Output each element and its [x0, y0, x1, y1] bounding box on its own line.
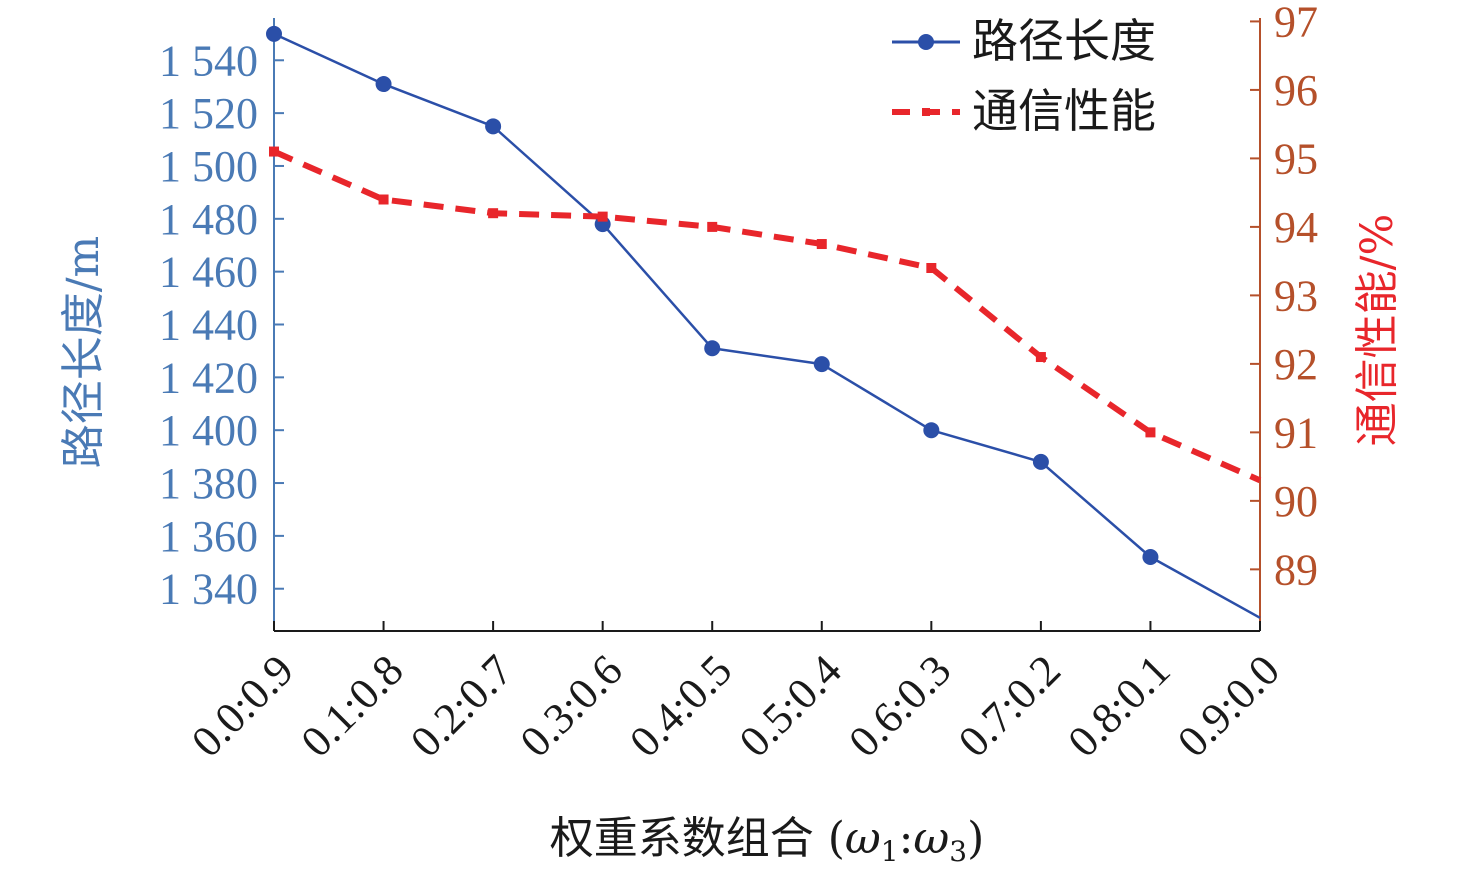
series-comm-performance-point: [597, 211, 608, 222]
y-right-tick-label: 93: [1274, 271, 1318, 320]
x-axis-title-omega1: ω: [845, 813, 881, 864]
series-comm-performance-point: [816, 239, 827, 250]
series-path-length-point: [1032, 453, 1049, 470]
x-axis-title-sub1: 1: [881, 835, 899, 868]
y-axis-left-title: 路径长度/m: [58, 236, 109, 469]
series-comm-performance-line: [272, 148, 1262, 484]
x-axis-title-main: 权重系数组合 (: [550, 813, 845, 864]
y-left-tick-label: 1 380: [159, 459, 258, 508]
series-path-length-point: [704, 340, 721, 357]
x-tick-label: 0.3:0.6: [511, 645, 632, 766]
series-path-length-point: [375, 76, 392, 93]
y-right-tick-label: 91: [1274, 408, 1318, 457]
series-comm-performance-point: [488, 208, 499, 219]
y-left-tick-label: 1 500: [159, 142, 258, 191]
series-path-length-line: [273, 32, 1261, 619]
x-tick-label: 0.6:0.3: [839, 645, 960, 766]
series-comm-performance-point: [378, 194, 389, 205]
x-axis-title-sep: :: [899, 813, 914, 864]
series-comm-performance-point: [269, 146, 279, 157]
y-left-tick-label: 1 460: [159, 248, 258, 297]
series-path-length-point: [485, 118, 502, 135]
x-tick-label: 0.7:0.2: [949, 645, 1070, 766]
x-axis-title-close: ): [967, 813, 984, 864]
x-axis-title-sub3: 3: [949, 835, 967, 868]
x-tick-label: 0.4:0.5: [620, 645, 741, 766]
y-left-tick-label: 1 540: [159, 36, 258, 85]
y-left-tick-label: 1 440: [159, 301, 258, 350]
x-tick-label: 0.2:0.7: [401, 645, 522, 766]
y-axis-right-title: 通信性能/%: [1352, 214, 1403, 447]
series-path-length-point: [923, 422, 940, 439]
y-left-tick-label: 1 420: [159, 353, 258, 402]
y-right-tick-label: 89: [1274, 545, 1318, 594]
y-left-tick-label: 1 480: [159, 195, 258, 244]
x-tick-label: 0.0:0.9: [182, 645, 303, 766]
series-path-length-point: [813, 356, 830, 373]
y-left-tick-label: 1 340: [159, 565, 258, 614]
series-comm-performance-point: [1035, 352, 1046, 363]
legend-marker-path-length: [918, 34, 934, 50]
y-left-tick-label: 1 520: [159, 89, 258, 138]
series-comm-performance-point: [926, 262, 937, 273]
x-tick-label: 0.8:0.1: [1058, 645, 1179, 766]
series-comm-performance-point: [1145, 427, 1156, 438]
y-right-tick-label: 90: [1274, 477, 1318, 526]
series-group: [266, 25, 1262, 619]
y-right-tick-label: 94: [1274, 203, 1318, 252]
series-path-length-point: [266, 25, 282, 42]
legend-label-comm-performance: 通信性能: [972, 84, 1156, 138]
y-right-tick-label: 97: [1274, 0, 1318, 46]
x-axis-title: 权重系数组合 (ω1:ω3): [550, 813, 985, 868]
y-right-tick-label: 95: [1274, 134, 1318, 183]
x-tick-label: 0.1:0.8: [292, 645, 413, 766]
series-path-length-point: [1142, 549, 1159, 566]
y-left-tick-label: 1 400: [159, 406, 258, 455]
series-comm-performance-point: [707, 221, 718, 232]
x-tick-label: 0.5:0.4: [730, 645, 851, 766]
y-left-tick-label: 1 360: [159, 512, 258, 561]
y-right-tick-label: 92: [1274, 340, 1318, 389]
x-tick-label: 0.9:0.0: [1168, 645, 1289, 766]
legend-label-path-length: 路径长度: [972, 14, 1156, 68]
y-right-tick-label: 96: [1274, 66, 1318, 115]
legend-marker-comm-performance: [922, 108, 930, 116]
x-axis-title-omega3: ω: [913, 813, 949, 864]
legend: 路径长度 通信性能: [892, 14, 1156, 138]
